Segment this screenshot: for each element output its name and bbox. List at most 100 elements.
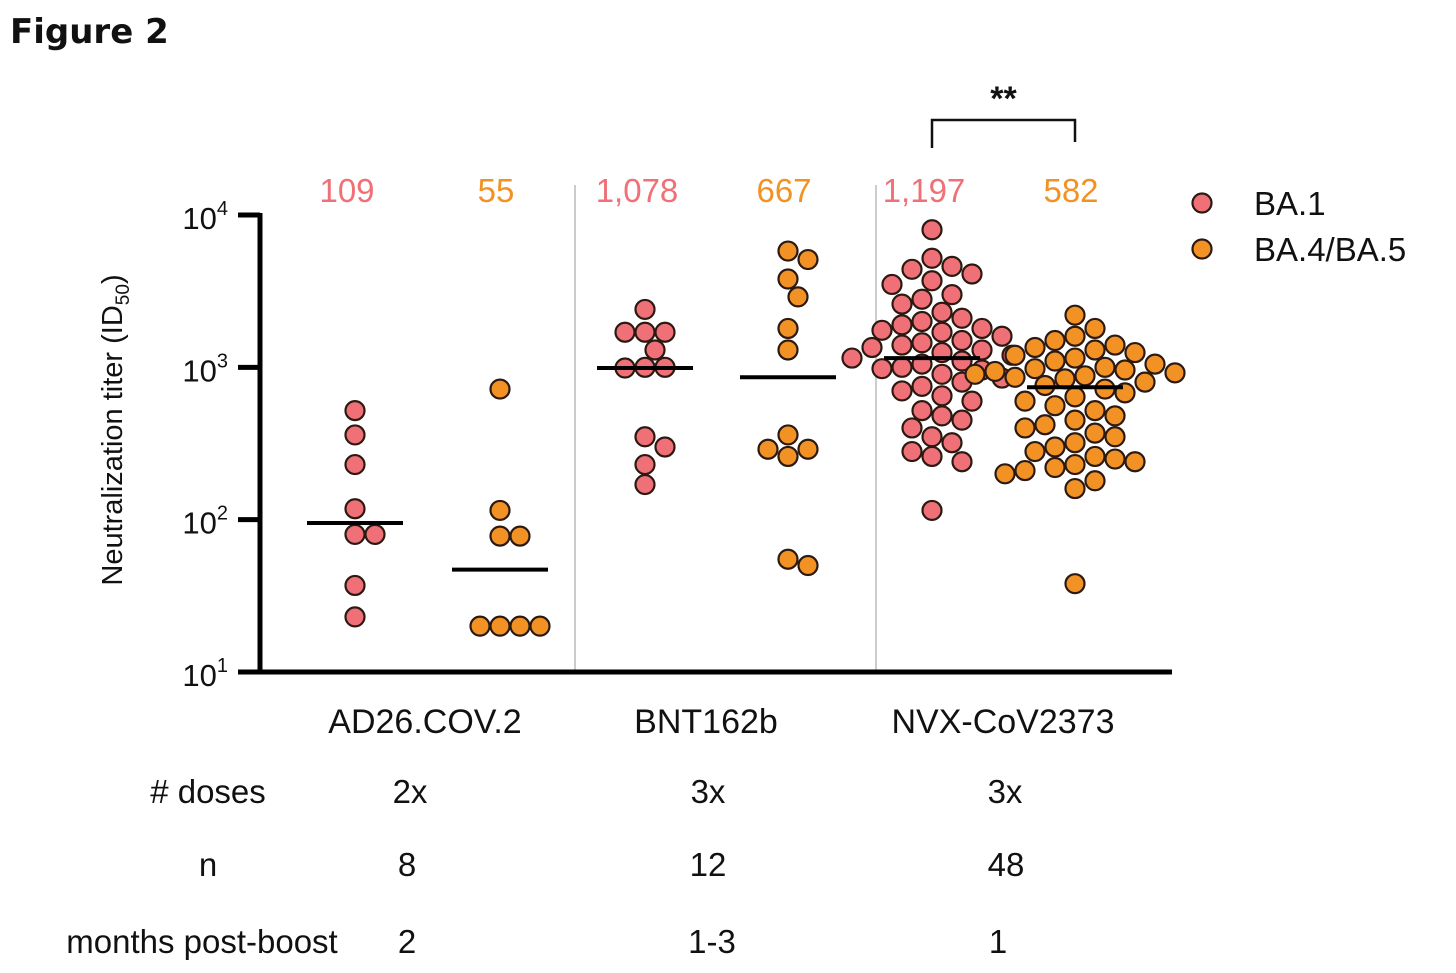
point-0-0-5: [364, 523, 386, 546]
group-dividers: [574, 185, 877, 672]
point-1-0-1: [634, 321, 656, 343]
point-2-1-18: [1074, 365, 1096, 387]
point-0-0-1: [344, 424, 366, 446]
point-2-1-5: [1024, 336, 1046, 359]
point-2-0-18: [951, 329, 973, 352]
group-label-0: AD26.COV.2: [328, 703, 521, 741]
point-2-0-28: [891, 356, 913, 378]
point-2-0-25: [841, 347, 863, 369]
point-2-0-6: [881, 273, 903, 296]
point-2-1-34: [1104, 426, 1126, 448]
table-cell-months-0: 2: [398, 923, 416, 960]
point-2-0-12: [911, 310, 933, 333]
point-0-0-7: [344, 606, 366, 628]
point-2-0-4: [961, 263, 983, 285]
point-2-1-32: [1014, 417, 1036, 439]
table-cell-n-1: 12: [690, 846, 727, 883]
point-2-0-46: [951, 451, 973, 473]
point-0-0-3: [344, 498, 366, 520]
point-1-0-8: [654, 436, 676, 458]
point-0-1-2: [489, 525, 511, 547]
point-2-0-43: [941, 432, 963, 454]
point-1-0-3: [644, 339, 666, 361]
y-tick-label-3: 103: [182, 350, 228, 388]
table-row-label-n: n: [199, 846, 217, 883]
point-2-1-0: [1064, 304, 1086, 326]
median-lines: [307, 356, 1123, 572]
point-2-1-4: [1104, 334, 1126, 356]
gmt-label-0-1: 55: [478, 172, 515, 209]
point-2-1-37: [1024, 440, 1046, 463]
group-label-2: NVX-CoV2373: [891, 703, 1114, 741]
bracket-line: [930, 118, 1077, 148]
point-1-1-4: [777, 317, 799, 340]
point-1-1-0: [777, 240, 799, 262]
point-2-0-20: [891, 334, 913, 356]
gmt-label-0-0: 109: [319, 172, 374, 209]
point-2-1-26: [1014, 390, 1036, 412]
point-2-1-40: [1124, 451, 1146, 473]
point-2-0-14: [971, 317, 993, 340]
y-axis: 101 102 103 104: [182, 198, 263, 693]
point-2-1-12: [1094, 356, 1116, 378]
y-tick-label-1: 101: [182, 655, 228, 693]
point-2-0-13: [891, 314, 913, 336]
point-2-1-11: [1144, 353, 1166, 375]
gmt-label-1-1: 667: [756, 172, 811, 209]
legend-label-0: BA.1: [1254, 185, 1326, 222]
point-2-1-33: [1084, 422, 1106, 444]
point-2-0-34: [911, 375, 933, 397]
point-2-1-36: [1044, 436, 1066, 458]
point-2-0-31: [931, 363, 953, 385]
point-2-1-31: [1034, 414, 1056, 436]
point-2-0-44: [901, 440, 923, 463]
point-1-0-0: [634, 298, 656, 321]
point-2-1-14: [1114, 359, 1136, 381]
gmt-labels: 109 55 1,078 667 1,197 582: [319, 172, 1098, 209]
point-2-1-19: [1004, 366, 1026, 388]
point-2-0-15: [871, 319, 893, 341]
point-1-0-9: [634, 453, 656, 476]
point-2-1-9: [1064, 347, 1086, 369]
point-2-1-25: [1064, 386, 1086, 408]
point-2-0-45: [921, 445, 943, 468]
point-1-0-11: [614, 321, 636, 343]
point-2-0-42: [921, 426, 943, 448]
point-2-1-17: [964, 363, 986, 385]
point-2-0-21: [861, 336, 883, 359]
point-2-1-45: [1084, 470, 1106, 492]
point-2-1-8: [1004, 344, 1026, 366]
y-tick-label-2: 102: [182, 503, 228, 541]
legend-marker-0: [1191, 192, 1213, 214]
legend-label-1: BA.4/BA.5: [1254, 231, 1406, 268]
point-2-1-39: [1104, 448, 1126, 470]
point-0-1-3: [509, 525, 531, 547]
gmt-label-2-0: 1,197: [883, 172, 966, 209]
point-2-0-0: [921, 219, 943, 241]
point-2-1-13: [1024, 358, 1046, 380]
point-2-1-28: [1084, 399, 1106, 422]
point-2-0-17: [991, 325, 1013, 347]
point-2-0-47: [921, 499, 943, 522]
point-0-0-4: [344, 523, 366, 546]
table-cell-doses-1: 3x: [691, 773, 726, 810]
point-2-0-29: [871, 358, 893, 380]
point-0-1-1: [489, 499, 511, 522]
table-cell-doses-2: 3x: [988, 773, 1023, 810]
point-2-0-19: [911, 332, 933, 354]
point-2-1-16: [1164, 362, 1186, 384]
point-2-1-35: [1064, 432, 1086, 454]
point-2-0-8: [911, 288, 933, 310]
point-1-1-7: [797, 438, 819, 460]
point-2-0-9: [891, 293, 913, 315]
point-1-0-10: [634, 473, 656, 496]
point-1-1-10: [777, 548, 799, 570]
point-2-1-6: [1084, 339, 1106, 361]
point-1-1-3: [787, 286, 809, 308]
point-1-1-11: [797, 554, 819, 577]
point-2-1-7: [1124, 341, 1146, 364]
point-2-0-1: [921, 247, 943, 269]
point-2-1-41: [1064, 453, 1086, 476]
point-2-0-3: [901, 258, 923, 280]
